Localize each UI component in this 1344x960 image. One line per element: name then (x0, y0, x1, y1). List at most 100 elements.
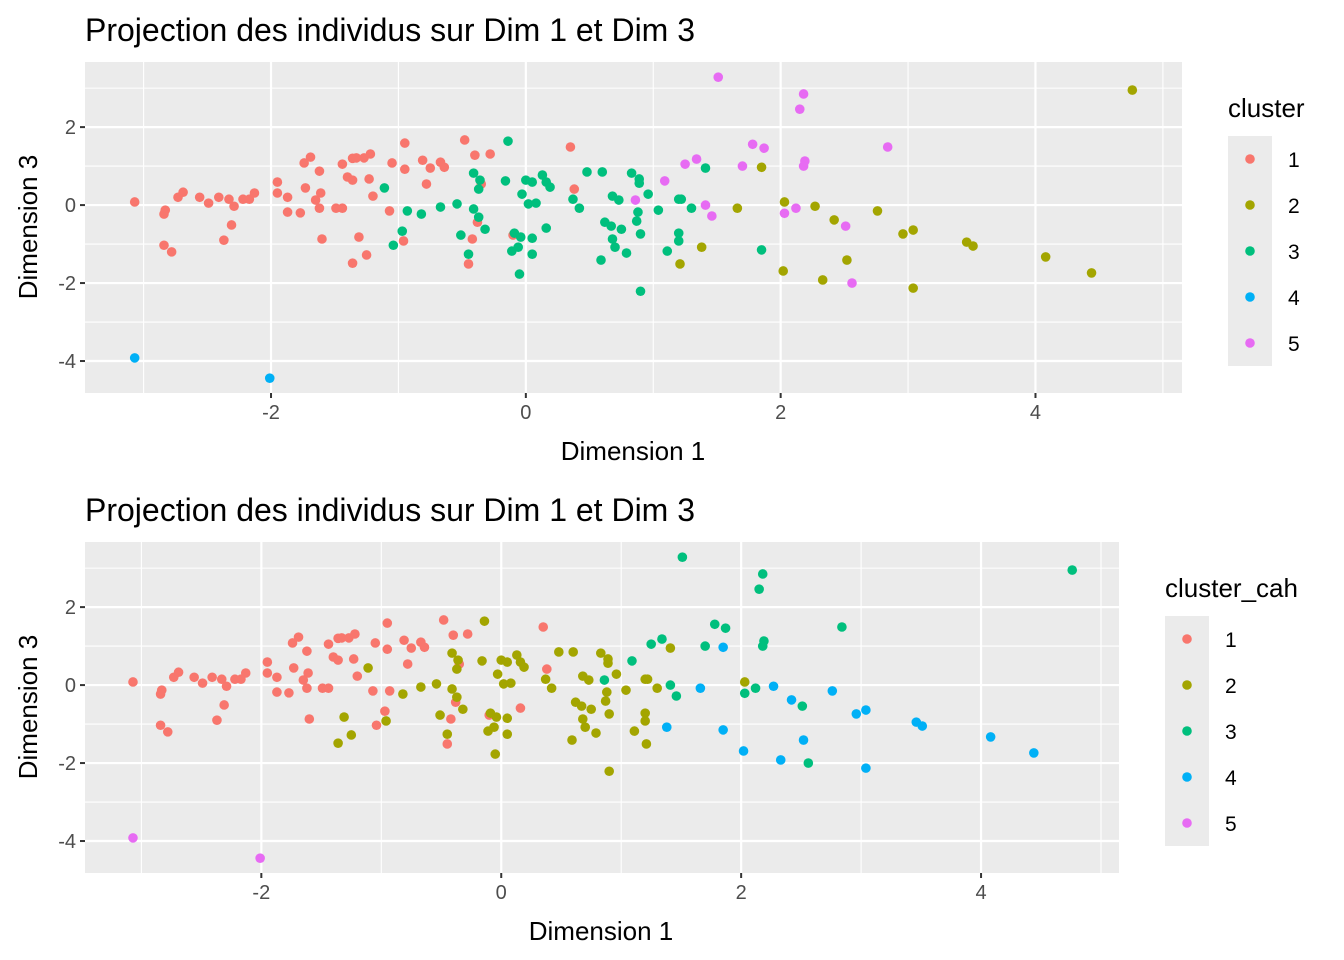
legend-label: 4 (1225, 767, 1237, 790)
data-point-cluster-1 (284, 688, 294, 698)
data-point-cluster-2 (756, 162, 767, 173)
data-point-cluster-3 (662, 246, 673, 256)
bottom-scatter-plot: Projection des individus sur Dim 1 et Di… (13, 492, 1298, 946)
data-point-cluster-3 (1067, 565, 1078, 575)
legend-label: 1 (1288, 149, 1300, 172)
data-point-cluster-1 (317, 234, 327, 244)
data-point-cluster-3 (837, 622, 847, 632)
data-point-cluster-5 (255, 853, 265, 863)
legend-label: 2 (1288, 195, 1300, 218)
data-point-cluster-2 (629, 726, 640, 736)
data-point-cluster-4 (798, 735, 809, 745)
data-point-cluster-5 (747, 139, 758, 150)
data-point-cluster-3 (435, 202, 446, 212)
data-point-cluster-3 (607, 234, 618, 244)
data-point-cluster-3 (388, 240, 399, 251)
data-point-cluster-4 (1029, 748, 1039, 758)
data-point-cluster-1 (485, 149, 495, 159)
data-point-cluster-2 (491, 712, 502, 722)
data-point-cluster-3 (757, 641, 768, 651)
data-point-cluster-2 (842, 255, 852, 265)
data-point-cluster-3 (635, 286, 646, 297)
data-point-cluster-2 (675, 259, 685, 269)
data-point-cluster-5 (794, 104, 805, 114)
data-point-cluster-1 (207, 672, 217, 683)
data-point-cluster-3 (720, 623, 731, 633)
data-point-cluster-2 (604, 766, 614, 777)
x-tick-label: 0 (496, 882, 507, 904)
data-point-cluster-2 (665, 643, 676, 653)
data-point-cluster-2 (447, 684, 457, 694)
data-point-cluster-3 (468, 168, 479, 178)
data-point-cluster-1 (337, 159, 348, 169)
data-point-cluster-2 (640, 708, 650, 718)
data-point-cluster-3 (500, 176, 511, 186)
data-point-cluster-2 (732, 203, 743, 214)
legend-swatch-4 (1245, 292, 1255, 302)
data-point-cluster-1 (538, 622, 549, 632)
data-point-cluster-4 (264, 373, 275, 383)
data-point-cluster-1 (300, 183, 311, 193)
data-point-cluster-3 (754, 584, 764, 594)
y-tick-label: 0 (65, 675, 76, 697)
data-point-cluster-3 (635, 229, 646, 239)
data-point-cluster-2 (346, 730, 357, 740)
data-point-cluster-2 (908, 283, 918, 293)
data-point-cluster-3 (614, 195, 624, 205)
data-point-cluster-1 (421, 179, 432, 189)
legend: 1 2 3 4 5 (1228, 136, 1300, 366)
data-point-cluster-2 (447, 648, 457, 658)
data-point-cluster-5 (691, 154, 702, 164)
data-point-cluster-2 (817, 275, 828, 285)
data-point-cluster-1 (347, 258, 358, 268)
y-axis-label: Dimension 3 (13, 635, 43, 780)
data-point-cluster-1 (310, 195, 321, 205)
data-point-cluster-1 (128, 677, 138, 687)
data-point-cluster-4 (861, 705, 871, 715)
data-point-cluster-1 (315, 188, 326, 198)
plot-title: Projection des individus sur Dim 1 et Di… (85, 492, 695, 528)
data-point-cluster-3 (671, 691, 682, 701)
data-point-cluster-1 (314, 203, 325, 214)
data-point-cluster-4 (917, 721, 928, 731)
data-point-cluster-3 (452, 199, 462, 209)
data-point-cluster-2 (603, 658, 613, 669)
data-point-cluster-3 (634, 178, 645, 189)
data-point-cluster-5 (779, 208, 790, 219)
data-point-cluster-2 (642, 674, 653, 685)
data-point-cluster-5 (700, 200, 711, 210)
data-point-cluster-1 (303, 668, 313, 678)
data-point-cluster-2 (600, 696, 611, 706)
data-point-cluster-1 (203, 198, 214, 208)
data-point-cluster-3 (757, 569, 768, 579)
data-point-cluster-1 (463, 259, 474, 269)
data-point-cluster-3 (665, 680, 676, 690)
data-point-cluster-1 (229, 201, 239, 212)
data-point-cluster-1 (173, 667, 184, 678)
data-point-cluster-1 (425, 163, 436, 173)
data-point-cluster-3 (503, 136, 513, 146)
data-point-cluster-4 (768, 681, 779, 692)
data-point-cluster-4 (718, 642, 728, 653)
data-point-cluster-1 (159, 209, 169, 219)
data-point-cluster-3 (597, 167, 608, 177)
data-point-cluster-3 (397, 226, 408, 237)
data-point-cluster-3 (643, 189, 653, 199)
data-point-cluster-1 (368, 686, 378, 696)
data-point-cluster-2 (453, 655, 463, 665)
data-point-cluster-3 (646, 639, 656, 649)
data-point-cluster-5 (737, 161, 748, 171)
data-point-cluster-1 (272, 188, 283, 198)
data-point-cluster-3 (475, 175, 485, 185)
data-point-cluster-5 (798, 89, 809, 99)
data-point-cluster-1 (293, 632, 304, 642)
data-point-cluster-2 (810, 201, 820, 212)
data-point-cluster-3 (379, 183, 390, 193)
data-point-cluster-3 (515, 232, 526, 242)
x-tick-label: 2 (736, 882, 747, 904)
data-point-cluster-3 (582, 167, 592, 177)
data-point-cluster-2 (968, 241, 978, 251)
data-point-cluster-1 (302, 646, 312, 656)
legend-title: cluster (1228, 93, 1305, 123)
